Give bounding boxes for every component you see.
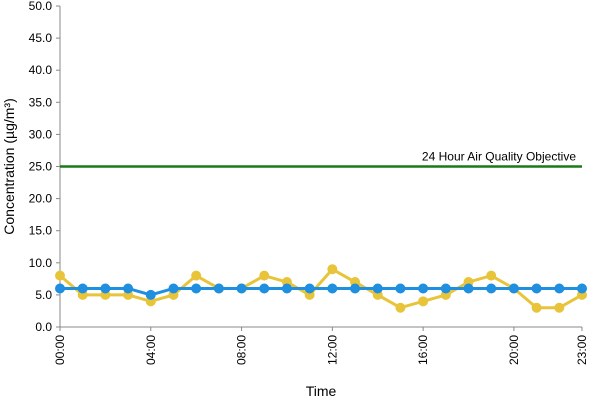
data-point [281,283,292,294]
data-point [463,283,474,294]
data-point [55,283,65,294]
data-point [531,302,542,313]
series-2 [55,283,587,300]
y-tick-label: 35.0 [29,95,53,109]
y-axis-ticks: 0.0 5.0 10.0 15.0 20.0 25.0 30.0 35.0 40.0 45.0 50… [29,0,60,334]
series-line [60,286,582,297]
data-point [191,270,202,281]
data-point [577,283,587,294]
y-axis-title: Concentration (µg/m³) [1,98,17,234]
x-tick-label: 04:00 [144,335,158,365]
data-point [168,283,179,294]
y-tick-label: 50.0 [29,0,53,13]
x-tick-label: 00:00 [53,335,67,365]
data-point [350,283,361,294]
data-point [213,283,224,294]
data-point [236,283,247,294]
data-point [554,283,565,294]
y-tick-label: 0.0 [35,320,52,334]
data-point [486,270,497,281]
data-point [77,283,88,294]
y-tick-label: 30.0 [29,127,53,141]
y-tick-label: 45.0 [29,31,53,45]
x-axis-ticks: 00:00 04:00 08:00 12:00 16:00 20:00 23:00 [53,327,589,365]
x-tick-label: 16:00 [416,335,430,365]
data-point [531,283,542,294]
x-tick-label: 23:00 [575,335,589,365]
y-tick-label: 40.0 [29,63,53,77]
x-axis-title: Time [306,383,337,399]
y-tick-label: 15.0 [29,224,53,238]
data-point [327,264,338,275]
data-point [554,302,565,313]
data-point [395,302,406,313]
series-group [55,264,587,313]
data-point [191,283,202,294]
data-point [508,283,519,294]
x-tick-label: 12:00 [325,335,339,365]
y-tick-label: 25.0 [29,160,53,174]
data-point [395,283,406,294]
data-point [123,283,134,294]
data-point [100,283,111,294]
data-point [486,283,497,294]
data-point [440,283,451,294]
data-point [259,270,270,281]
data-point [372,283,383,294]
data-point [418,283,429,294]
y-tick-label: 20.0 [29,192,53,206]
data-point [327,283,338,294]
data-point [418,296,429,307]
y-tick-label: 5.0 [35,288,52,302]
data-point [304,283,315,294]
data-point [55,270,65,281]
y-tick-label: 10.0 [29,256,53,270]
x-tick-label: 20:00 [507,335,521,365]
data-point [145,289,156,300]
x-tick-label: 08:00 [235,335,249,365]
objective-label: 24 Hour Air Quality Objective [422,150,576,164]
data-point [259,283,270,294]
